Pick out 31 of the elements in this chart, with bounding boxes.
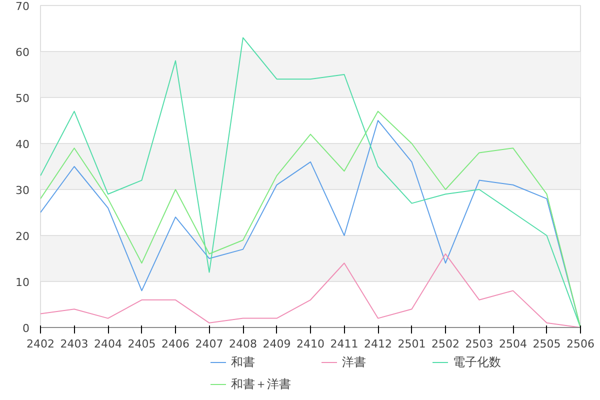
x-tick-label: 2412 [364,338,392,350]
legend-label: 和書＋洋書 [231,376,291,392]
x-tick-label: 2409 [262,338,291,350]
x-tick-label: 2504 [499,338,528,350]
x-tick-label: 2402 [26,338,55,350]
y-tick-label: 60 [16,46,30,59]
y-tick-label: 0 [22,322,30,335]
x-tick-label: 2405 [128,338,156,350]
legend-label: 洋書 [342,354,367,370]
x-tick-label: 2502 [432,338,460,350]
x-tick-label: 2404 [94,338,122,350]
x-tick-label: 2403 [60,338,88,350]
x-tick-label: 2505 [532,338,561,350]
x-tick-label: 2410 [296,338,325,350]
legend-label: 電子化数 [453,354,502,370]
x-tick-label: 2407 [195,338,224,350]
legend-label: 和書 [231,354,256,370]
x-tick-label: 2501 [398,338,426,350]
y-tick-label: 50 [16,92,30,105]
line-series [40,253,580,328]
y-tick-label: 30 [16,184,30,197]
x-tick-label: 2411 [330,338,358,350]
y-tick-label: 40 [16,138,30,151]
y-tick-label: 70 [16,0,30,13]
line-series [40,37,580,328]
x-tick-label: 2506 [566,338,595,350]
x-tick-label: 2503 [465,338,494,350]
x-tick-label: 2406 [162,338,190,350]
y-tick-label: 20 [16,230,30,243]
x-tick-label: 2408 [229,338,258,350]
y-tick-label: 10 [16,276,30,289]
